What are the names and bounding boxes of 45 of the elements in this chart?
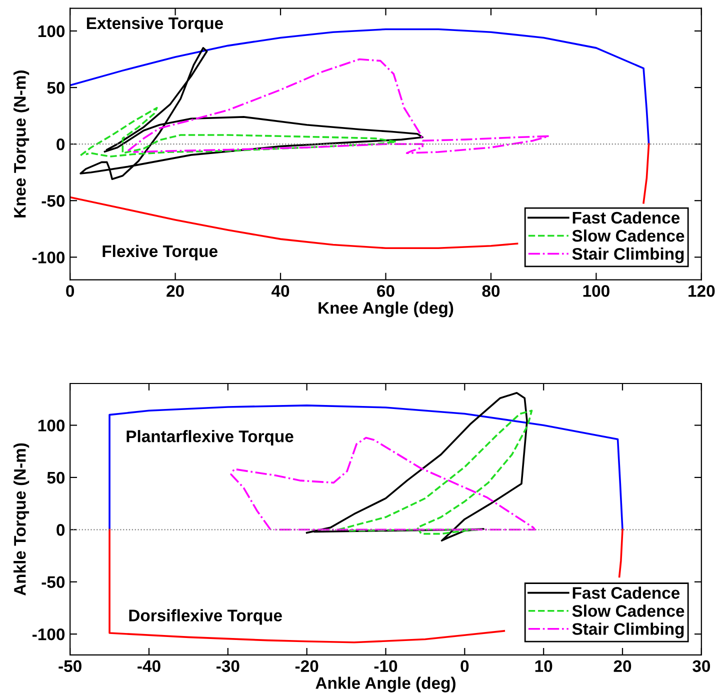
line-series — [80, 106, 398, 158]
x-tick-label: 0 — [66, 285, 74, 297]
y-tick-label: 50 — [47, 472, 65, 484]
annotation: Dorsiflexive Torque — [129, 609, 282, 625]
y-tick-label: 0 — [56, 524, 65, 536]
x-tick-label: 40 — [272, 285, 290, 297]
x-tick-label: 80 — [482, 285, 500, 297]
x-tick-label: -30 — [216, 660, 240, 672]
line-series — [337, 410, 533, 535]
y-tick-label: 100 — [38, 420, 65, 432]
x-tick-label: 0 — [460, 660, 469, 672]
x-tick-label: 120 — [688, 285, 715, 297]
x-tick-label: 20 — [166, 285, 184, 297]
y-tick-label: -50 — [42, 576, 65, 588]
annotation: Plantarflexive Torque — [126, 430, 294, 446]
x-tick-label: 60 — [377, 285, 394, 297]
annotation: Extensive Torque — [86, 16, 223, 32]
x-axis-title: Ankle Angle (deg) — [316, 676, 456, 692]
x-tick-label: 30 — [692, 660, 710, 672]
x-tick-label: -10 — [374, 660, 398, 672]
legend-label: Stair Climbing — [572, 622, 684, 638]
x-tick-label: 20 — [614, 660, 632, 672]
legend-label: Fast Cadence — [572, 211, 680, 224]
line-series — [127, 58, 550, 154]
annotation: Flexive Torque — [102, 244, 218, 260]
y-axis-title: Knee Torque (N-m) — [14, 70, 30, 218]
y-tick-label: -100 — [32, 252, 65, 264]
line-series — [108, 404, 624, 531]
y-tick-label: 100 — [38, 25, 65, 38]
x-tick-label: -20 — [295, 660, 318, 672]
legend-label: Slow Cadence — [572, 604, 684, 617]
x-axis-title: Knee Angle (deg) — [318, 302, 454, 318]
y-axis-title: Ankle Torque (N-m) — [14, 443, 30, 596]
legend-label: Fast Cadence — [572, 586, 680, 599]
x-tick-label: 10 — [535, 660, 552, 672]
y-tick-label: 0 — [56, 138, 65, 150]
legend-label: Slow Cadence — [572, 229, 684, 242]
y-tick-label: 50 — [47, 82, 65, 94]
y-tick-label: -50 — [42, 195, 65, 207]
x-tick-label: 100 — [583, 285, 610, 297]
legend-label: Stair Climbing — [572, 248, 684, 264]
line-series — [80, 47, 424, 180]
x-tick-label: -40 — [138, 660, 160, 672]
line-series — [306, 392, 528, 542]
y-tick-label: -100 — [32, 628, 65, 640]
